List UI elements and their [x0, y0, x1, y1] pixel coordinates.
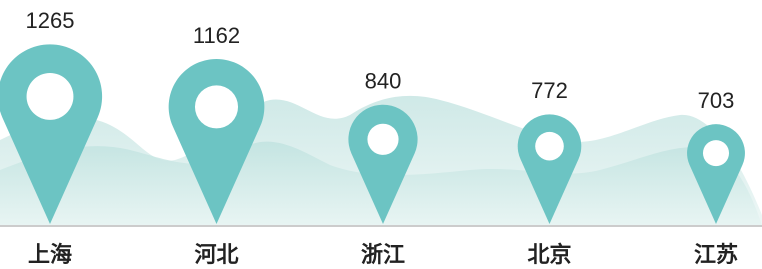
- pin-hole: [27, 73, 74, 120]
- value-label: 703: [698, 88, 735, 113]
- pin-hole: [195, 85, 238, 128]
- category-label: 浙江: [361, 243, 405, 268]
- chart: 1265 上海 1162 河北 840 浙江 772 北京 703 江苏: [0, 0, 762, 269]
- value-label: 1265: [26, 8, 75, 33]
- category-label: 江苏: [694, 242, 738, 268]
- value-label: 840: [365, 69, 402, 94]
- category-label: 上海: [28, 242, 72, 268]
- pin-hole: [703, 140, 729, 166]
- category-label: 河北: [194, 243, 238, 268]
- value-label: 772: [531, 78, 568, 103]
- value-label: 1162: [193, 23, 240, 48]
- pin-hole: [367, 124, 398, 155]
- category-label: 北京: [527, 242, 571, 268]
- pin-hole: [535, 132, 564, 161]
